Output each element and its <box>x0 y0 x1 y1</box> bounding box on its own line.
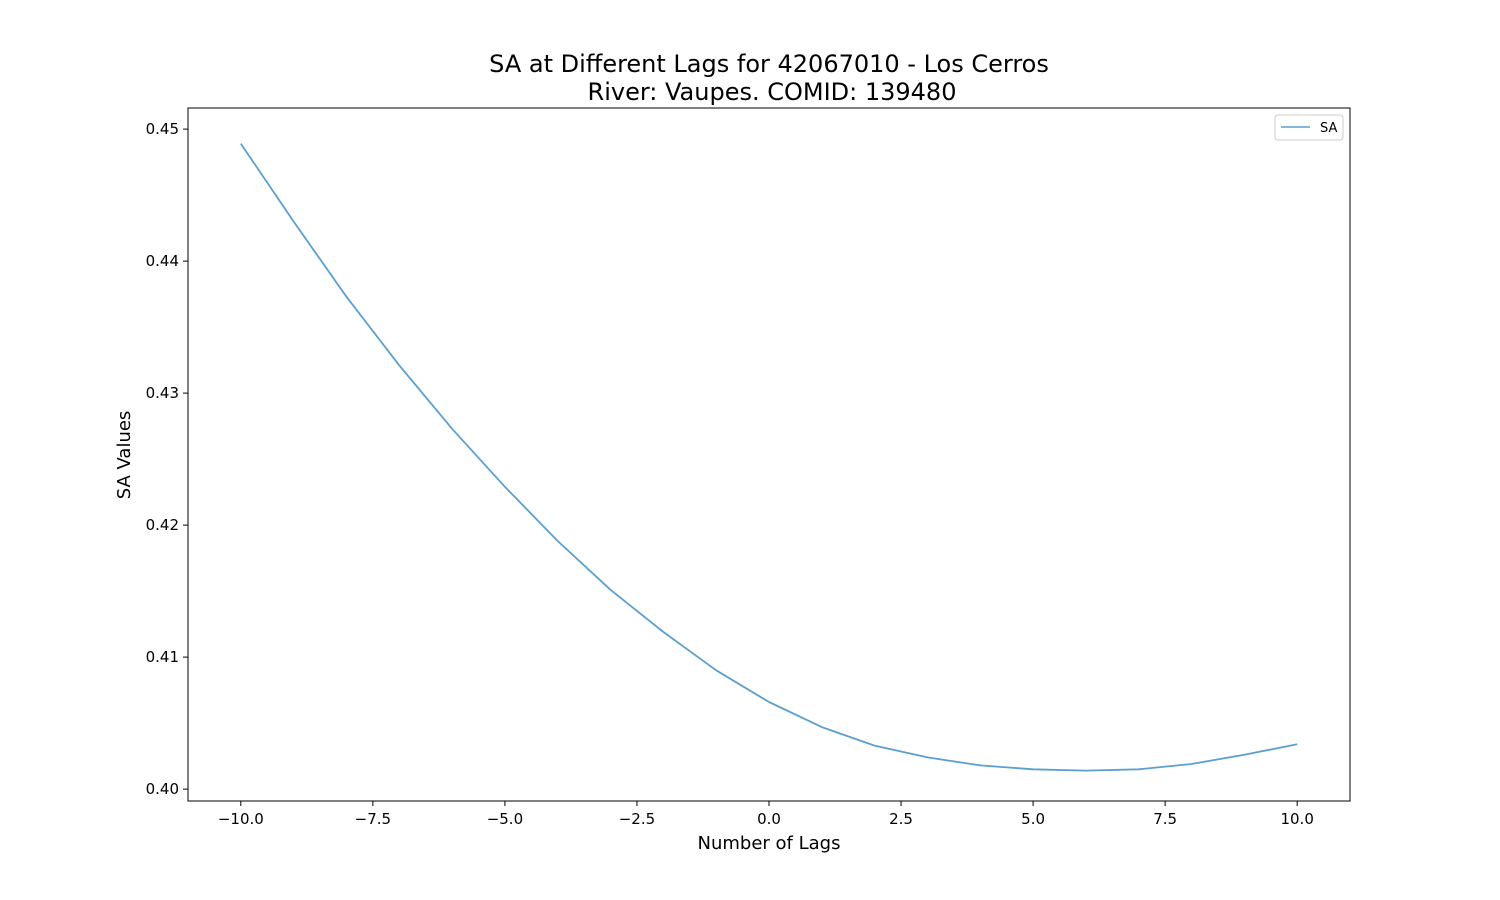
plot-area: −10.0 −7.5 −5.0 −2.5 0.0 2.5 5.0 7.5 10.0 0.400.… <box>146 107 1351 828</box>
x-tick-label: −10.0 <box>218 810 264 828</box>
y-tick-label: 0.41 <box>146 648 179 666</box>
x-tick-label: 0.0 <box>757 810 781 828</box>
plot-frame <box>187 107 1351 802</box>
y-tick-label: 0.44 <box>146 252 179 270</box>
x-tick-label: 2.5 <box>889 810 913 828</box>
y-tick-label: 0.40 <box>146 780 179 798</box>
y-tick-label: 0.43 <box>146 384 179 402</box>
y-tick-label: 0.42 <box>146 516 179 534</box>
x-tick-label: 5.0 <box>1021 810 1045 828</box>
series-line-sa <box>240 143 1298 772</box>
x-tick-label: −7.5 <box>355 810 391 828</box>
legend: SA <box>1274 114 1344 141</box>
y-tick-label: 0.45 <box>146 120 179 138</box>
x-axis-ticks: −10.0 −7.5 −5.0 −2.5 0.0 2.5 5.0 7.5 10.0 <box>218 801 1314 828</box>
legend-label-sa: SA <box>1320 121 1337 136</box>
x-axis-label: Number of Lags <box>698 833 841 854</box>
chart-subtitle: River: Vaupes. COMID: 139480 <box>588 78 957 106</box>
chart-title: SA at Different Lags for 42067010 - Los … <box>489 50 1049 78</box>
series-layer <box>240 143 1298 772</box>
x-tick-label: −5.0 <box>487 810 523 828</box>
x-tick-label: 10.0 <box>1280 810 1313 828</box>
x-tick-label: 7.5 <box>1153 810 1177 828</box>
y-axis-ticks: 0.40 0.41 0.42 0.43 0.44 0.45 <box>146 120 188 798</box>
y-axis-label: SA Values <box>114 411 135 500</box>
x-tick-label: −2.5 <box>619 810 655 828</box>
